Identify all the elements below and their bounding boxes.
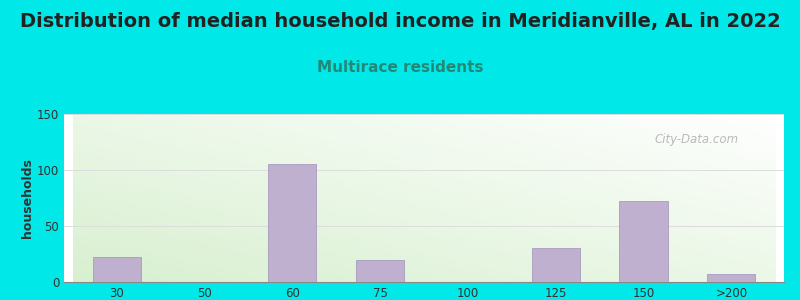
Bar <box>619 201 668 282</box>
Text: Multirace residents: Multirace residents <box>317 60 483 75</box>
Y-axis label: households: households <box>21 158 34 238</box>
Text: City-Data.com: City-Data.com <box>654 133 738 146</box>
Bar <box>356 260 404 282</box>
Text: Distribution of median household income in Meridianville, AL in 2022: Distribution of median household income … <box>20 12 780 31</box>
Bar <box>707 274 755 282</box>
Bar <box>531 248 580 282</box>
Bar <box>268 164 317 282</box>
Bar <box>93 257 141 282</box>
